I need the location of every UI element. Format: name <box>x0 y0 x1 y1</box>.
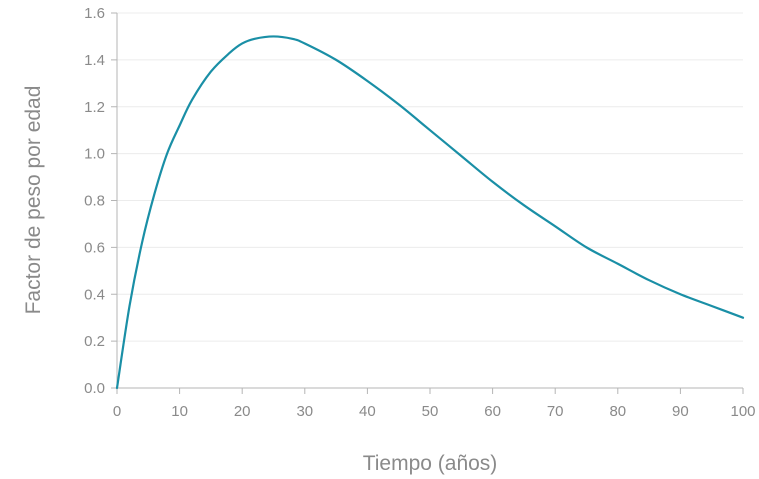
y-tick-label: 0.0 <box>84 380 105 397</box>
x-tick-label: 100 <box>730 403 755 420</box>
x-tick-label: 80 <box>609 403 626 420</box>
series-layer <box>115 35 745 390</box>
y-tick-label: 0.2 <box>84 333 105 350</box>
y-tick-label: 0.4 <box>84 286 105 303</box>
tick-labels: 0.0 0.2 0.4 0.6 0.8 1.0 1.2 1.4 1.6 0 10 20 30 40 50 60… <box>84 5 755 420</box>
x-tick-label: 90 <box>672 403 689 420</box>
y-axis-title: Factor de peso por edad <box>22 86 45 315</box>
axes <box>111 12 744 394</box>
x-tick-label: 10 <box>171 403 188 420</box>
x-tick-label: 20 <box>234 403 251 420</box>
x-tick-label: 30 <box>296 403 313 420</box>
gridlines <box>117 12 743 342</box>
y-tick-label: 0.6 <box>84 239 105 256</box>
x-tick-label: 0 <box>113 403 121 420</box>
y-tick-label: 1.0 <box>84 146 105 163</box>
y-tick-label: 1.4 <box>84 52 105 69</box>
x-tick-label: 60 <box>484 403 501 420</box>
x-tick-label: 70 <box>547 403 564 420</box>
y-tick-label: 0.8 <box>84 193 105 210</box>
x-axis-title: Tiempo (años) <box>363 452 498 475</box>
x-tick-label: 50 <box>422 403 439 420</box>
y-tick-label: 1.6 <box>84 5 105 22</box>
series-line-0 <box>115 35 745 390</box>
y-tick-label: 1.2 <box>84 99 105 116</box>
x-tick-label: 40 <box>359 403 376 420</box>
